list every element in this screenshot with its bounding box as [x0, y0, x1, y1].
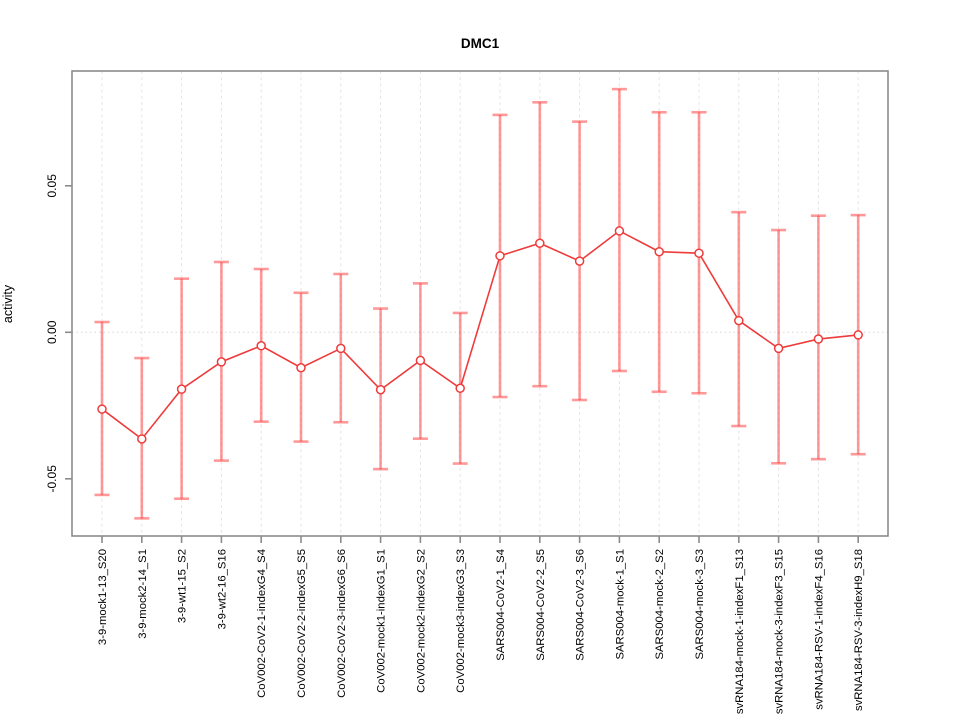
x-tick-label: svRNA184-RSV-1-indexF4_S16	[813, 549, 825, 710]
data-point	[734, 315, 744, 326]
x-tick-label: CoV002-mock2-indexG2_S2	[415, 549, 427, 693]
data-point	[773, 343, 784, 354]
data-point	[296, 363, 306, 373]
x-tick-label: 3-9-mock2-14_S1	[137, 549, 149, 639]
data-point	[455, 383, 465, 394]
data-point	[694, 248, 704, 258]
x-tick-label: SARS004-mock-2_S2	[654, 549, 666, 660]
series-line	[101, 229, 859, 441]
data-point	[216, 357, 227, 367]
plot-box	[71, 70, 889, 537]
x-tick-label: 3-9-wt2-16_S16	[216, 549, 228, 629]
x-tick-label: SARS004-CoV2-1_S4	[495, 549, 507, 661]
x-tick-label: SARS004-mock-3_S3	[694, 549, 706, 660]
y-tick-label: 0.05	[45, 174, 59, 198]
data-point	[574, 256, 585, 266]
data-point	[336, 343, 346, 354]
x-tick-label: SARS004-mock-1_S1	[614, 549, 626, 660]
data-point	[97, 404, 107, 414]
data-point	[654, 246, 664, 257]
data-point	[256, 341, 266, 351]
x-tick-label: svRNA184-mock-1-indexF1_S13	[734, 549, 746, 714]
x-tick-label: svRNA184-RSV-3-indexH9_S18	[853, 549, 865, 711]
data-point	[375, 384, 386, 395]
plot-title: DMC1	[460, 36, 500, 51]
x-tick-label: CoV002-CoV2-3-indexG6_S6	[336, 549, 348, 698]
x-tick-label: SARS004-CoV2-3_S6	[575, 549, 587, 661]
data-point	[495, 251, 505, 261]
x-tick-label: CoV002-mock3-indexG3_S3	[455, 549, 467, 693]
data-point	[614, 226, 625, 236]
data-point	[137, 434, 147, 444]
x-tick-label: CoV002-CoV2-1-indexG4_S4	[256, 549, 268, 698]
x-tick-label: CoV002-CoV2-2-indexG5_S5	[296, 549, 308, 698]
y-tick-label: 0.00	[45, 320, 59, 344]
data-point	[176, 384, 187, 394]
data-point	[415, 355, 426, 366]
data-point	[853, 330, 863, 340]
y-axis-title: activity	[1, 284, 15, 324]
x-tick-label: 3-9-mock1-13_S20	[97, 549, 109, 645]
x-tick-label: svRNA184-mock-3-indexF3_S15	[774, 549, 786, 714]
y-tick-label: -0.05	[45, 465, 59, 493]
data-point	[535, 238, 545, 248]
x-tick-label: SARS004-CoV2-2_S5	[535, 549, 547, 661]
x-tick-label: 3-9-wt1-15_S2	[177, 549, 189, 623]
x-tick-label: CoV002-mock1-indexG1_S1	[376, 549, 388, 693]
data-point	[813, 334, 824, 344]
